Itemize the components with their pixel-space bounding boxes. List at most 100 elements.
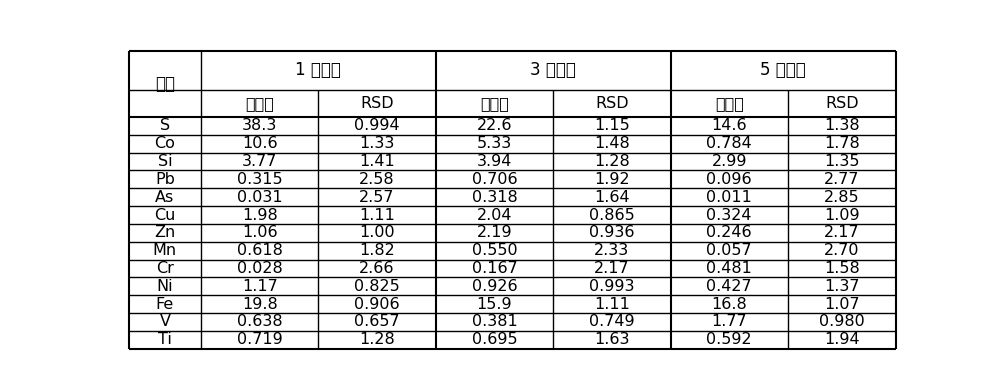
Text: 1.11: 1.11 [594,297,630,312]
Text: 0.057: 0.057 [706,243,752,258]
Text: 1.17: 1.17 [242,279,278,294]
Text: 0.784: 0.784 [706,136,752,151]
Text: 1.63: 1.63 [594,332,630,347]
Text: 0.719: 0.719 [237,332,283,347]
Text: 2.70: 2.70 [824,243,860,258]
Text: RSD: RSD [595,96,629,111]
Text: 22.6: 22.6 [477,118,512,133]
Text: RSD: RSD [825,96,859,111]
Text: 平均值: 平均值 [480,96,509,111]
Text: 2.77: 2.77 [824,172,860,187]
Text: 1.06: 1.06 [242,225,278,240]
Text: 2.57: 2.57 [359,190,395,205]
Text: 1.38: 1.38 [824,118,860,133]
Text: 0.706: 0.706 [472,172,517,187]
Text: 元素: 元素 [155,75,175,93]
Text: 1.35: 1.35 [824,154,860,169]
Text: 1.15: 1.15 [594,118,630,133]
Text: 1.11: 1.11 [359,207,395,223]
Text: 2.17: 2.17 [594,261,630,276]
Text: 0.167: 0.167 [472,261,517,276]
Text: 0.028: 0.028 [237,261,283,276]
Text: 0.315: 0.315 [237,172,283,187]
Text: 1.64: 1.64 [594,190,630,205]
Text: 2.17: 2.17 [824,225,860,240]
Text: 1.33: 1.33 [359,136,395,151]
Text: 0.936: 0.936 [589,225,635,240]
Text: 2.66: 2.66 [359,261,395,276]
Text: 1.58: 1.58 [824,261,860,276]
Text: 38.3: 38.3 [242,118,277,133]
Text: 1.92: 1.92 [594,172,630,187]
Text: Ti: Ti [158,332,172,347]
Text: 0.246: 0.246 [706,225,752,240]
Text: 0.096: 0.096 [706,172,752,187]
Text: 0.926: 0.926 [472,279,517,294]
Text: 3 号样品: 3 号样品 [530,61,576,79]
Text: 0.865: 0.865 [589,207,635,223]
Text: 0.825: 0.825 [354,279,400,294]
Text: 3.94: 3.94 [477,154,512,169]
Text: Cu: Cu [154,207,176,223]
Text: 2.04: 2.04 [477,207,512,223]
Text: 0.695: 0.695 [472,332,517,347]
Text: 1.98: 1.98 [242,207,278,223]
Text: 0.324: 0.324 [706,207,752,223]
Text: Mn: Mn [153,243,177,258]
Text: 5.33: 5.33 [477,136,512,151]
Text: 0.011: 0.011 [706,190,752,205]
Text: 0.381: 0.381 [472,314,517,329]
Text: 0.427: 0.427 [706,279,752,294]
Text: 1.82: 1.82 [359,243,395,258]
Text: 0.031: 0.031 [237,190,283,205]
Text: 1.77: 1.77 [711,314,747,329]
Text: 0.994: 0.994 [354,118,400,133]
Text: 平均值: 平均值 [245,96,274,111]
Text: 0.481: 0.481 [706,261,752,276]
Text: 0.906: 0.906 [354,297,400,312]
Text: 1.94: 1.94 [824,332,860,347]
Text: 1.78: 1.78 [824,136,860,151]
Text: 2.19: 2.19 [477,225,512,240]
Text: 0.980: 0.980 [819,314,865,329]
Text: 0.657: 0.657 [354,314,400,329]
Text: 0.550: 0.550 [472,243,517,258]
Text: 1.37: 1.37 [824,279,860,294]
Text: 1.41: 1.41 [359,154,395,169]
Text: Cr: Cr [156,261,174,276]
Text: 10.6: 10.6 [242,136,278,151]
Text: 3.77: 3.77 [242,154,277,169]
Text: Si: Si [158,154,172,169]
Text: V: V [159,314,170,329]
Text: 0.749: 0.749 [589,314,635,329]
Text: 1 号样品: 1 号样品 [295,61,341,79]
Text: 2.33: 2.33 [594,243,629,258]
Text: Pb: Pb [155,172,175,187]
Text: Ni: Ni [157,279,173,294]
Text: 0.592: 0.592 [706,332,752,347]
Text: 2.99: 2.99 [711,154,747,169]
Text: Fe: Fe [156,297,174,312]
Text: 1.09: 1.09 [824,207,860,223]
Text: S: S [160,118,170,133]
Text: 16.8: 16.8 [711,297,747,312]
Text: Co: Co [154,136,175,151]
Text: Zn: Zn [154,225,176,240]
Text: 19.8: 19.8 [242,297,278,312]
Text: 2.58: 2.58 [359,172,395,187]
Text: 平均值: 平均值 [715,96,744,111]
Text: 0.638: 0.638 [237,314,283,329]
Text: 5 号样品: 5 号样品 [760,61,806,79]
Text: 0.618: 0.618 [237,243,283,258]
Text: As: As [155,190,175,205]
Text: 0.993: 0.993 [589,279,635,294]
Text: 15.9: 15.9 [477,297,512,312]
Text: RSD: RSD [360,96,394,111]
Text: 1.28: 1.28 [594,154,630,169]
Text: 0.318: 0.318 [472,190,517,205]
Text: 1.00: 1.00 [359,225,395,240]
Text: 1.07: 1.07 [824,297,860,312]
Text: 2.85: 2.85 [824,190,860,205]
Text: 1.48: 1.48 [594,136,630,151]
Text: 14.6: 14.6 [711,118,747,133]
